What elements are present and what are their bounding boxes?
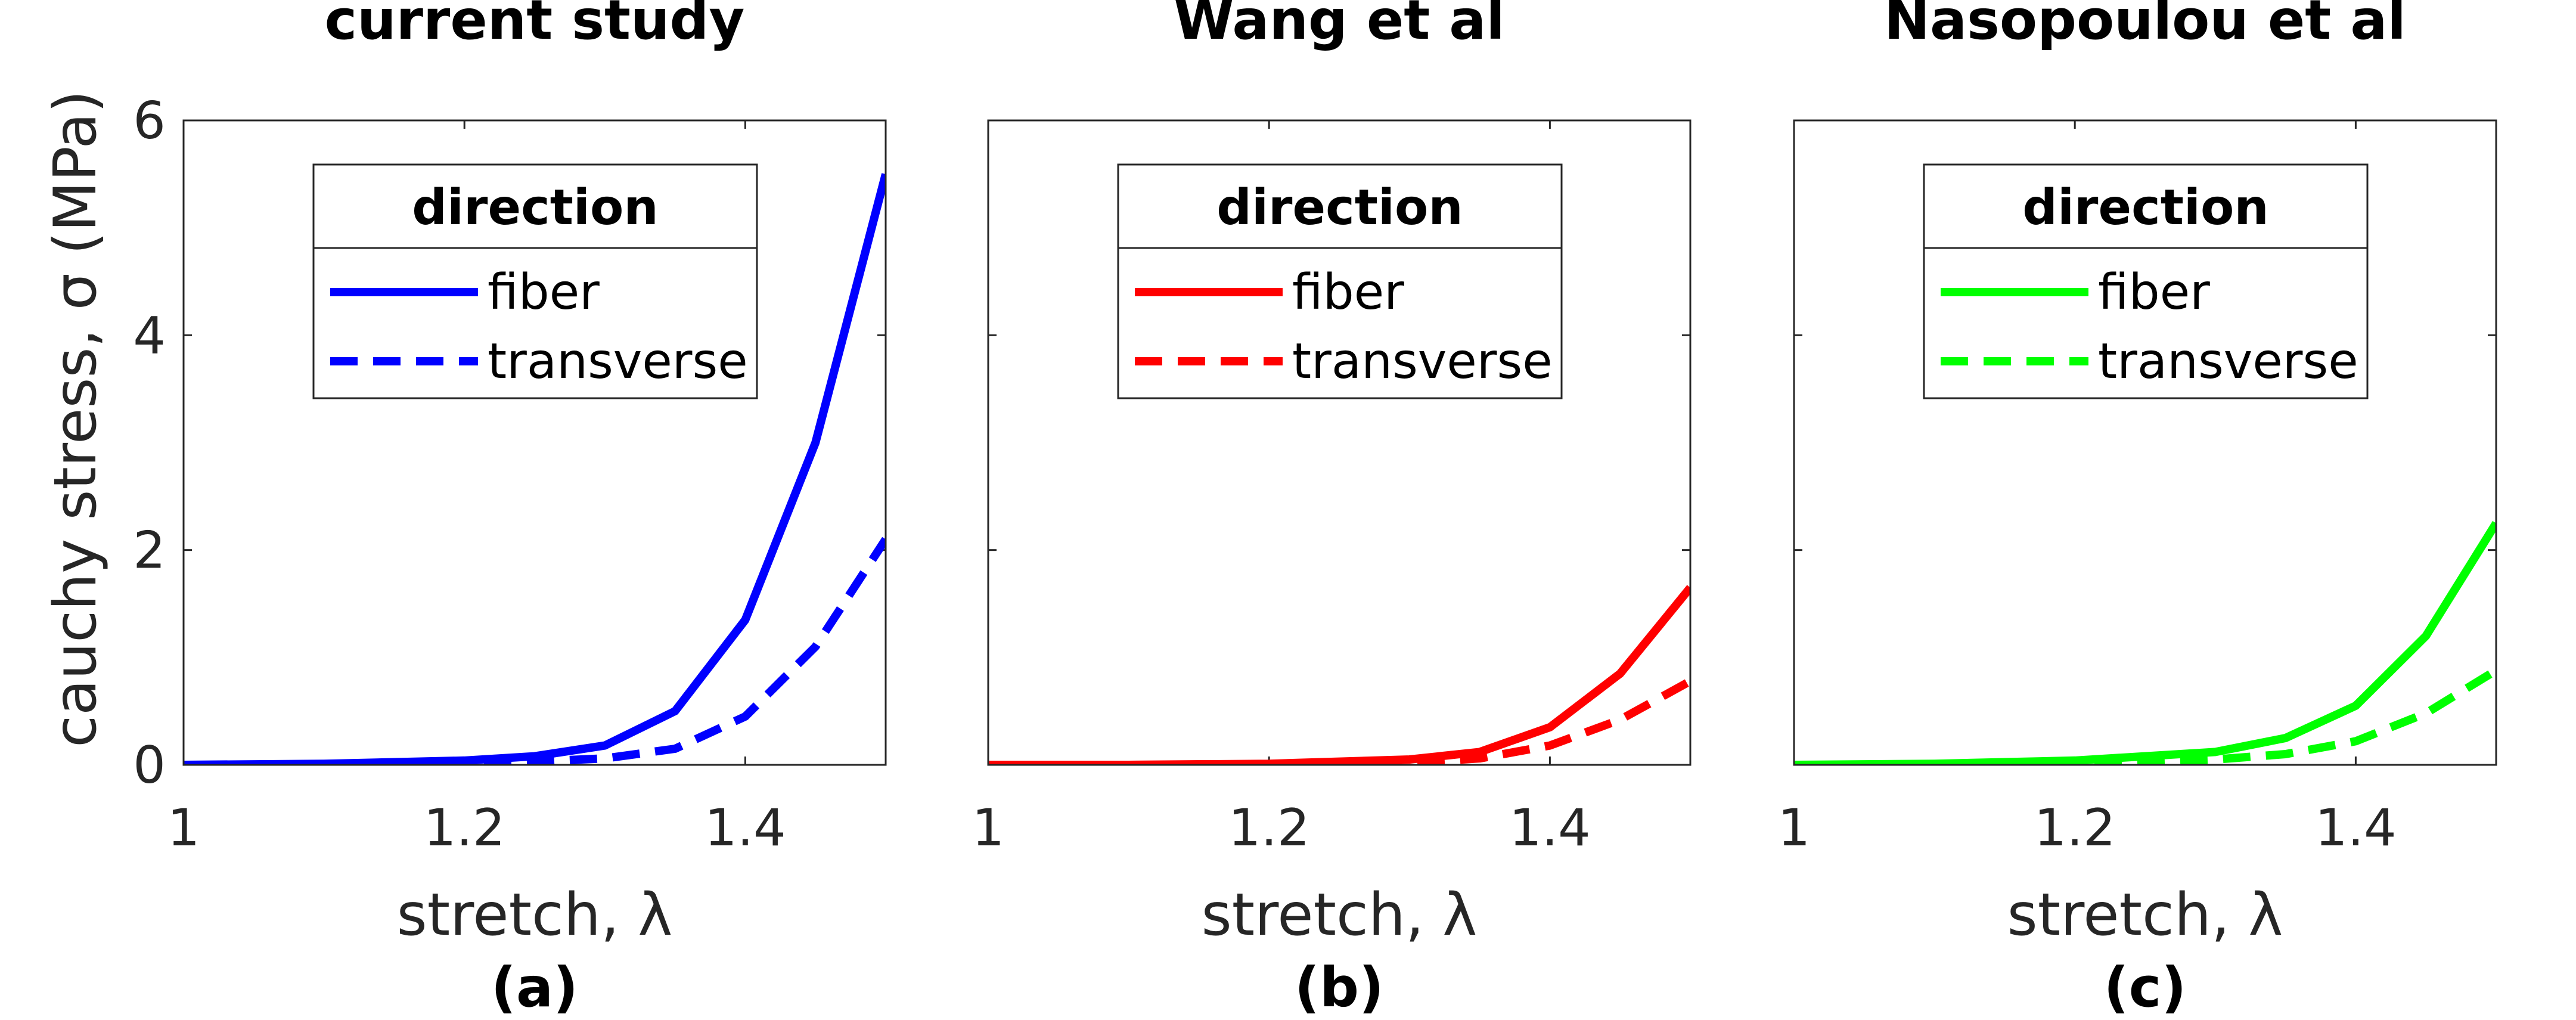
- legend: direction fiber transverse: [1117, 163, 1563, 399]
- legend-title: direction: [412, 179, 658, 236]
- legend-title: direction: [2022, 179, 2268, 236]
- chart-panel-2: Wang et al 1 1.2 1.4 stretch, λ direction fibe…: [972, 0, 1692, 1019]
- y-tick-label: 6: [133, 91, 166, 151]
- panel-title: Wang et al: [1174, 0, 1505, 52]
- legend: direction fiber transverse: [1923, 163, 2369, 399]
- x-axis-label: stretch, λ: [1202, 881, 1478, 949]
- panel-title: current study: [325, 0, 745, 52]
- y-tick-label: 0: [133, 736, 166, 795]
- y-tick-label: 4: [133, 306, 166, 365]
- x-tick-label: 1: [1778, 798, 1811, 858]
- legend-entry-transverse: transverse: [2098, 333, 2358, 390]
- y-tick-label: 2: [133, 521, 166, 581]
- x-tick-label: 1.2: [1228, 798, 1310, 858]
- y-axis-label: cauchy stress, σ (MPa): [42, 90, 110, 748]
- legend-entry-fiber: fiber: [1292, 264, 1404, 321]
- x-tick-label: 1: [167, 798, 200, 858]
- legend-entry-transverse: transverse: [1292, 333, 1553, 390]
- legend-entry-transverse: transverse: [488, 333, 748, 390]
- legend: direction fiber transverse: [312, 163, 758, 399]
- legend-entry-fiber: fiber: [2098, 264, 2210, 321]
- chart-panel-1: current study 1 1.2 1.4 0 2 4 6 stretch, λ cauchy…: [42, 0, 887, 1019]
- x-tick-label: 1.2: [2034, 798, 2116, 858]
- x-tick-label: 1.4: [704, 798, 786, 858]
- series-line-transverse: [1794, 666, 2496, 765]
- panel-label: (b): [1295, 956, 1384, 1019]
- x-tick-label: 1.4: [2315, 798, 2397, 858]
- panel-title: Nasopoulou et al: [1884, 0, 2406, 52]
- x-axis-label: stretch, λ: [2007, 881, 2283, 949]
- x-tick-label: 1: [972, 798, 1005, 858]
- legend-entry-fiber: fiber: [488, 264, 600, 321]
- x-tick-label: 1.4: [1509, 798, 1591, 858]
- panel-label: (a): [491, 956, 578, 1019]
- x-tick-label: 1.2: [424, 798, 505, 858]
- x-axis-label: stretch, λ: [397, 881, 673, 949]
- axes-frame: [987, 119, 1692, 766]
- series-line-transverse: [988, 677, 1690, 765]
- chart-panel-3: Nasopoulou et al 1 1.2 1.4 stretch, λ directi…: [1778, 0, 2497, 1019]
- series-line-fiber: [1794, 520, 2496, 765]
- axes-frame: [1793, 119, 2497, 766]
- panel-label: (c): [2104, 956, 2187, 1019]
- axes-frame: [182, 119, 887, 766]
- legend-title: direction: [1216, 179, 1463, 236]
